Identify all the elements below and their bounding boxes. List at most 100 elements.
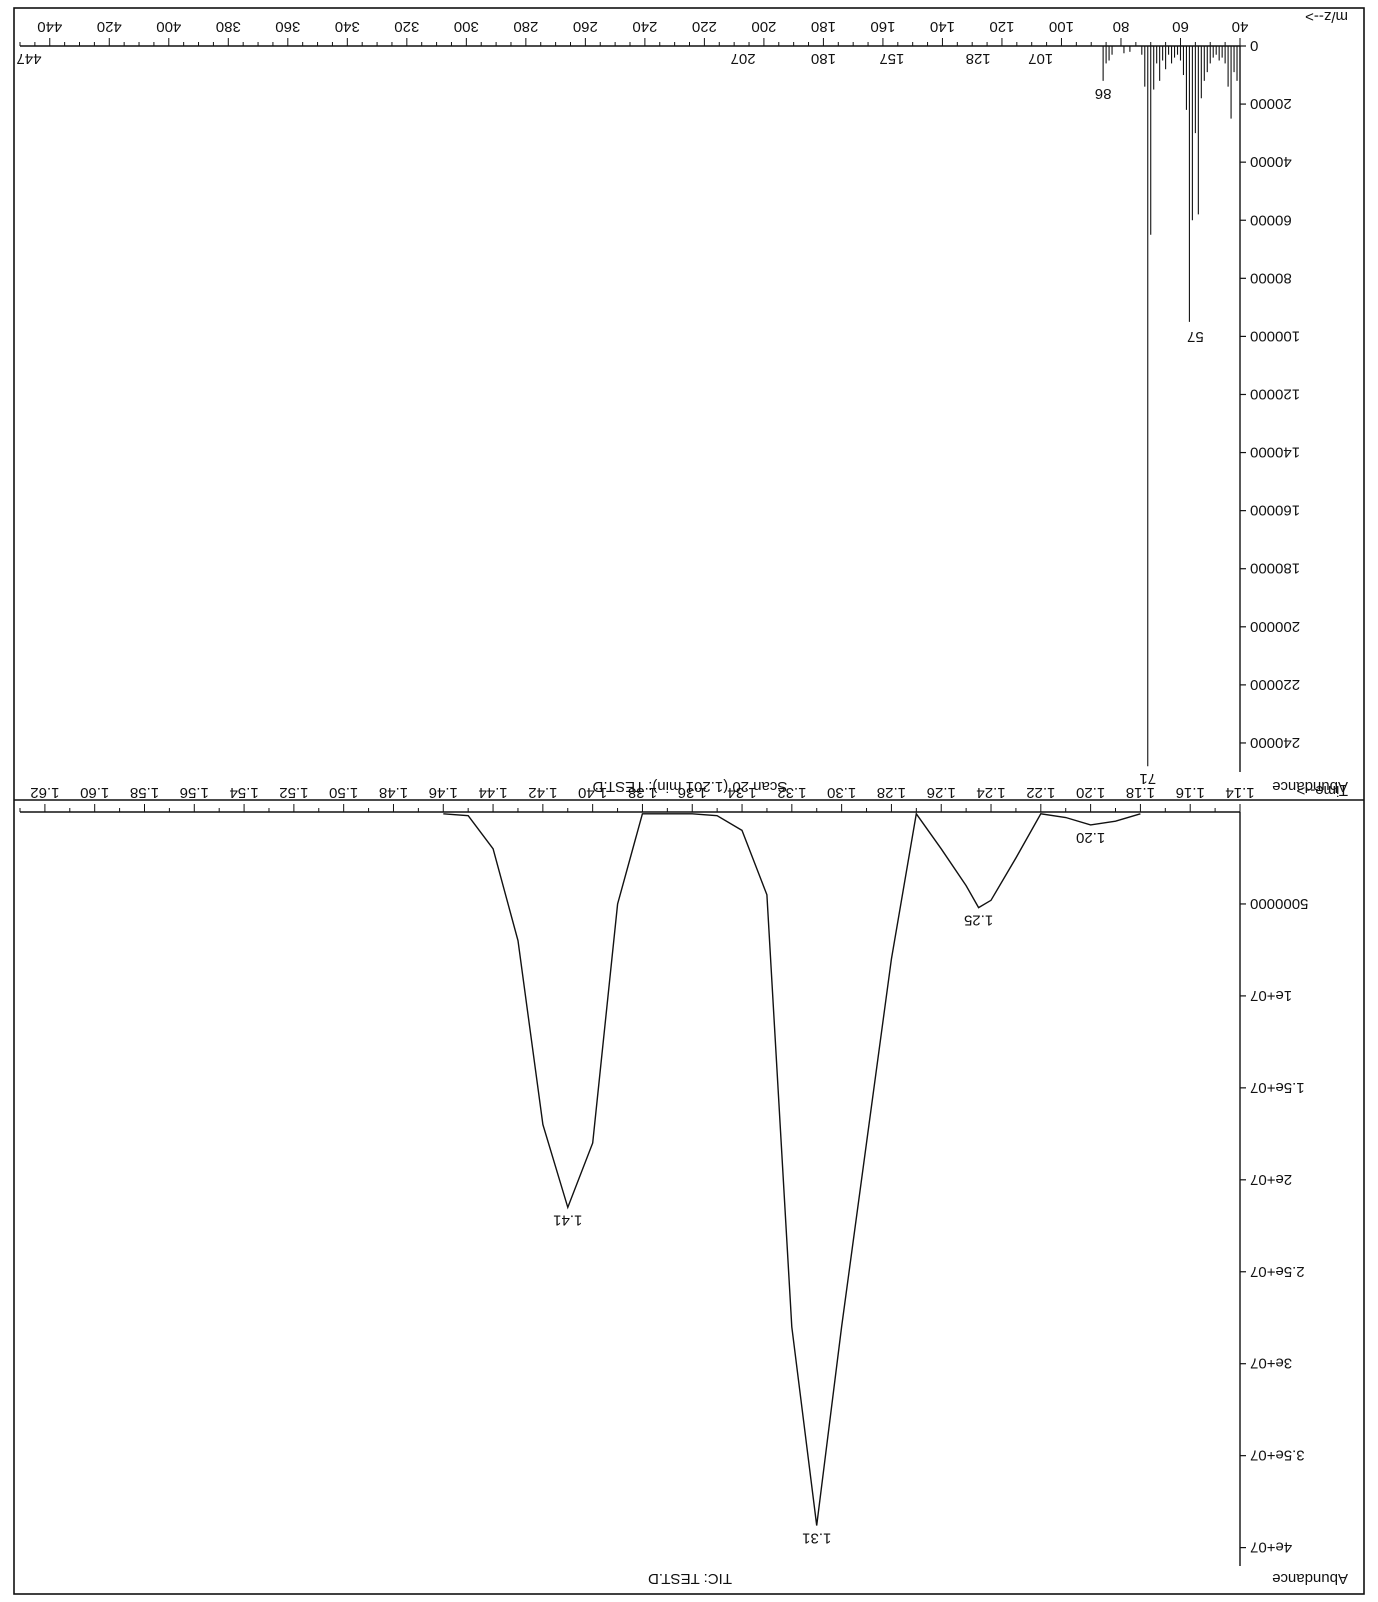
- ms-x-tick-label: 40: [1232, 18, 1249, 35]
- tic-x-tick-label: 1.16: [1176, 784, 1205, 801]
- ms-peak-label: 57: [1187, 328, 1204, 345]
- tic-x-axis: 1.14 1.16 1.18 1.20 1.22 1.24 1.26 1.28 1.30 1.32…: [19, 784, 1255, 813]
- ms-xlabel: m/z-->: [1305, 8, 1348, 25]
- tic-x-tick-label: 1.40: [578, 784, 607, 801]
- ms-x-tick-label: 420: [97, 18, 122, 35]
- ms-x-tick-label: 380: [216, 18, 241, 35]
- ms-x-tick-label: 120: [989, 18, 1014, 35]
- tic-peak-label: 1.20: [1076, 829, 1105, 846]
- ms-x-tick-label: 260: [573, 18, 598, 35]
- tic-trace: [443, 812, 1141, 1526]
- ms-y-axis: 0 20000 40000 60000 80000 100000 120000 140000 1…: [1239, 37, 1300, 772]
- ms-title: Scan 20 (1.201 min): TEST.D: [592, 778, 787, 795]
- ms-peak-label: 447: [16, 50, 41, 67]
- ms-peaks: [1102, 46, 1238, 767]
- tic-x-tick-label: 1.54: [229, 784, 258, 801]
- ms-x-tick-label: 280: [513, 18, 538, 35]
- tic-x-tick-label: 1.24: [976, 784, 1005, 801]
- tic-y-axis: 5000000 1e+07 1.5e+07 2e+07 2.5e+07 3e+07 3.5e…: [1239, 812, 1308, 1566]
- ms-x-tick-label: 360: [275, 18, 300, 35]
- tic-y-tick-label: 3.5e+07: [1250, 1447, 1305, 1464]
- ms-x-tick-label: 140: [930, 18, 955, 35]
- ms-x-tick-label: 440: [37, 18, 62, 35]
- ms-y-tick-label: 120000: [1250, 385, 1300, 402]
- tic-peak-label: 1.41: [553, 1211, 582, 1228]
- tic-x-tick-label: 1.52: [279, 784, 308, 801]
- tic-x-tick-label: 1.28: [877, 784, 906, 801]
- ms-x-tick-label: 60: [1172, 18, 1189, 35]
- tic-x-tick-label: 1.62: [30, 784, 59, 801]
- ms-x-tick-label: 80: [1113, 18, 1130, 35]
- ms-peak-label: 207: [731, 50, 756, 67]
- ms-peak-label: 86: [1095, 85, 1112, 102]
- tic-x-tick-label: 1.26: [927, 784, 956, 801]
- ms-y-tick-label: 140000: [1250, 444, 1300, 461]
- tic-x-tick-label: 1.58: [130, 784, 159, 801]
- tic-title: TIC: TEST.D: [648, 1570, 732, 1587]
- ms-x-tick-label: 100: [1049, 18, 1074, 35]
- ms-y-tick-label: 220000: [1250, 676, 1300, 693]
- tic-peak-label: 1.25: [964, 912, 993, 929]
- tic-ylabel: Abundance: [1272, 1570, 1348, 1587]
- ms-x-axis: 40 60 80 100 120 140 160 180 200 220 240 260 280 300 3…: [19, 18, 1249, 47]
- tic-x-tick-label: 1.18: [1126, 784, 1155, 801]
- tic-series-line: [443, 812, 1141, 1526]
- ms-peak-labels: 71 57 86 107 128 157 180 207 447: [16, 50, 1203, 787]
- ms-x-tick-label: 200: [751, 18, 776, 35]
- ms-ylabel: Abundance: [1272, 778, 1348, 795]
- ms-x-tick-label: 320: [394, 18, 419, 35]
- ms-y-tick-label: 60000: [1250, 211, 1292, 228]
- tic-x-tick-label: 1.42: [528, 784, 557, 801]
- ms-peak-label: 128: [966, 50, 991, 67]
- tic-x-tick-label: 1.38: [628, 784, 657, 801]
- ms-peak-label: 107: [1028, 50, 1053, 67]
- tic-x-tick-label: 1.56: [180, 784, 209, 801]
- ms-peak-label: 71: [1139, 770, 1156, 787]
- tic-x-tick-label: 1.32: [777, 784, 806, 801]
- tic-y-tick-label: 3e+07: [1250, 1355, 1292, 1372]
- ms-y-tick-label: 100000: [1250, 327, 1300, 344]
- ms-peak-label: 180: [811, 50, 836, 67]
- ms-y-tick-label: 240000: [1250, 734, 1300, 751]
- ms-x-tick-label: 160: [870, 18, 895, 35]
- tic-y-tick-label: 1e+07: [1250, 987, 1292, 1004]
- ms-y-tick-label: 20000: [1250, 95, 1292, 112]
- tic-x-tick-label: 1.48: [379, 784, 408, 801]
- ms-x-tick-label: 300: [454, 18, 479, 35]
- ms-y-tick-label: 200000: [1250, 618, 1300, 635]
- figure-border: [13, 7, 1365, 1595]
- tic-x-tick-label: 1.14: [1225, 784, 1254, 801]
- tic-y-tick-label: 5000000: [1250, 895, 1308, 912]
- tic-x-tick-label: 1.50: [329, 784, 358, 801]
- ms-y-tick-label: 180000: [1250, 560, 1300, 577]
- tic-y-tick-label: 2e+07: [1250, 1171, 1292, 1188]
- tic-xlabel: Time-->: [1296, 782, 1348, 799]
- tic-x-tick-label: 1.36: [678, 784, 707, 801]
- ms-y-tick-label: 40000: [1250, 153, 1292, 170]
- tic-x-tick-label: 1.30: [827, 784, 856, 801]
- mass-spectrum-panel: Abundance Scan 20 (1.201 min): TEST.D 0 2…: [16, 8, 1348, 795]
- tic-peak-labels: 1.20 1.25 1.31 1.41: [553, 829, 1105, 1547]
- tic-panel: Abundance TIC: TEST.D 5000000 1e+07 1.5e+0…: [19, 782, 1348, 1587]
- ms-x-tick-label: 340: [335, 18, 360, 35]
- ms-x-tick-label: 240: [632, 18, 657, 35]
- tic-x-tick-label: 1.34: [727, 784, 756, 801]
- ms-peak-label: 157: [879, 50, 904, 67]
- ms-x-tick-label: 180: [811, 18, 836, 35]
- tic-x-tick-label: 1.46: [429, 784, 458, 801]
- tic-x-tick-label: 1.44: [478, 784, 507, 801]
- ms-x-tick-label: 400: [156, 18, 181, 35]
- tic-x-tick-label: 1.22: [1026, 784, 1055, 801]
- tic-y-tick-label: 1.5e+07: [1250, 1079, 1305, 1096]
- ms-y-tick-label: 80000: [1250, 269, 1292, 286]
- ms-x-tick-label: 220: [692, 18, 717, 35]
- tic-y-tick-label: 4e+07: [1250, 1539, 1292, 1556]
- tic-y-tick-label: 2.5e+07: [1250, 1263, 1305, 1280]
- ms-y-tick-label: 0: [1250, 37, 1258, 54]
- ms-y-tick-label: 160000: [1250, 502, 1300, 519]
- rotated-page: Abundance TIC: TEST.D 5000000 1e+07 1.5e+0…: [13, 7, 1365, 1595]
- tic-peak-label: 1.31: [802, 1530, 831, 1547]
- tic-x-tick-label: 1.60: [80, 784, 109, 801]
